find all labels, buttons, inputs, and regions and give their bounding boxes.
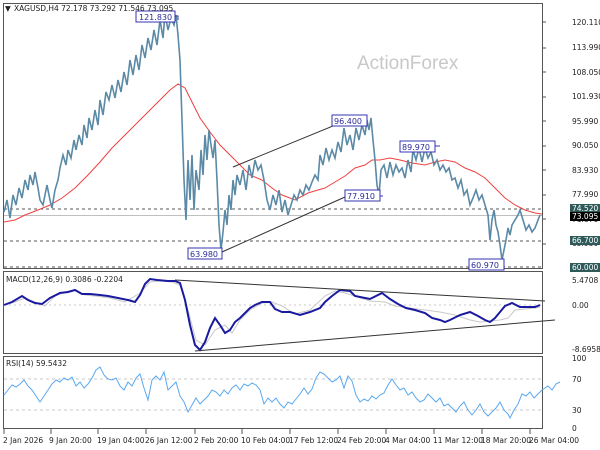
svg-text:30: 30	[572, 406, 582, 415]
annotation-box	[468, 258, 505, 271]
svg-text:9 Jan 20:00: 9 Jan 20:00	[49, 436, 92, 445]
svg-text:83.930: 83.930	[572, 166, 598, 175]
svg-text:74.520: 74.520	[572, 204, 598, 213]
svg-text:101.930: 101.930	[572, 92, 600, 101]
svg-text:2 Jan 2026: 2 Jan 2026	[3, 436, 43, 445]
svg-text:24 Feb 20:00: 24 Feb 20:00	[337, 436, 386, 445]
level-tag-74520	[570, 204, 600, 213]
level-tag-66700	[570, 236, 600, 245]
svg-text:2 Feb 20:00: 2 Feb 20:00	[194, 436, 239, 445]
svg-text:0.00: 0.00	[572, 301, 589, 310]
time-axis: 2 Jan 2026 9 Jan 20:00 19 Jan 04:00 26 J…	[3, 429, 579, 445]
price-axis: 120.110 113.990 108.050 101.930 95.990 9…	[542, 18, 600, 272]
svg-text:18 Mar 20:00: 18 Mar 20:00	[481, 436, 531, 445]
symbol-dropdown-icon[interactable]: ▼	[5, 4, 11, 13]
watermark: ActionForex	[357, 53, 459, 74]
svg-text:113.990: 113.990	[572, 43, 600, 52]
price-line	[3, 13, 541, 261]
svg-text:89.970: 89.970	[402, 143, 430, 152]
svg-text:77.910: 77.910	[347, 192, 375, 201]
svg-text:70: 70	[572, 375, 582, 384]
svg-text:100: 100	[572, 354, 587, 363]
svg-text:77.990: 77.990	[572, 190, 598, 199]
level-tag-60000	[570, 263, 600, 272]
macd-line	[3, 277, 541, 352]
svg-text:10 Feb 04:00: 10 Feb 04:00	[241, 436, 290, 445]
annotation-box	[331, 114, 368, 127]
svg-text:90.050: 90.050	[572, 141, 598, 150]
main-pane[interactable]	[3, 3, 543, 269]
svg-text:26 Jan 12:00: 26 Jan 12:00	[145, 436, 193, 445]
rsi-pane[interactable]	[3, 356, 543, 429]
svg-text:121.830: 121.830	[139, 13, 172, 22]
svg-text:26 Mar 04:00: 26 Mar 04:00	[529, 436, 579, 445]
rsi-title: RSI(14) 59.5432	[6, 359, 67, 368]
macd-signal-line	[3, 280, 541, 346]
rsi-line	[3, 366, 561, 420]
svg-text:63.980: 63.980	[190, 250, 218, 259]
svg-text:108.050: 108.050	[572, 68, 600, 77]
svg-text:96.400: 96.400	[334, 117, 362, 126]
channel-trendlines	[221, 118, 351, 253]
svg-text:-8.6958: -8.6958	[572, 345, 600, 354]
annotation-box	[187, 247, 223, 260]
macd-title: MACD(12,26,9) 0.3086 -0.2204	[6, 275, 123, 284]
svg-text:19 Jan 04:00: 19 Jan 04:00	[97, 436, 145, 445]
svg-text:5.4708: 5.4708	[572, 276, 598, 285]
moving-average-line	[3, 83, 543, 223]
svg-text:0: 0	[572, 424, 577, 433]
price-annotations: 121.830 63.980 96.400 77.910 89.970 60.9…	[135, 10, 505, 271]
svg-text:95.990: 95.990	[572, 117, 598, 126]
svg-text:17 Feb 12:00: 17 Feb 12:00	[289, 436, 338, 445]
svg-text:66.700: 66.700	[572, 236, 598, 245]
svg-text:60.000: 60.000	[572, 263, 598, 272]
svg-text:11 Mar 12:00: 11 Mar 12:00	[433, 436, 483, 445]
chart-title: XAGUSD,H4 72.178 73.292 71.546 73.095	[14, 4, 174, 13]
rsi-axis: 100 70 30 0	[572, 354, 587, 433]
svg-text:73.095: 73.095	[572, 212, 598, 221]
current-price-tag	[570, 212, 600, 221]
macd-trendlines	[174, 279, 556, 352]
svg-text:4 Mar 04:00: 4 Mar 04:00	[385, 436, 431, 445]
macd-axis: 5.4708 0.00 -8.6958	[572, 276, 600, 354]
svg-text:120.110: 120.110	[572, 18, 600, 27]
svg-text:60.970: 60.970	[471, 261, 499, 270]
